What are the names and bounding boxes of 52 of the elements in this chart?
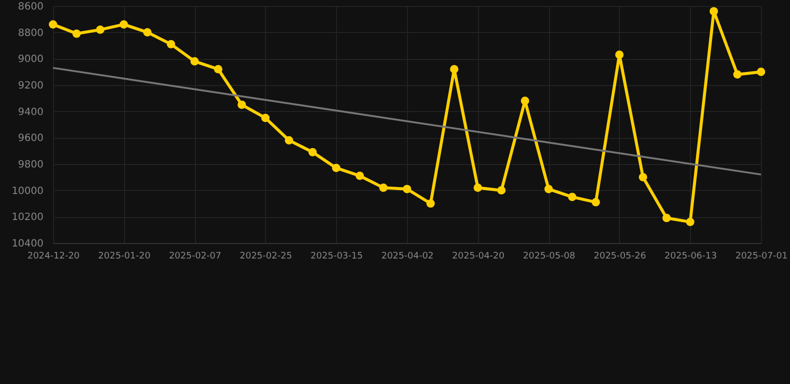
- point: [190, 57, 199, 66]
- point: [592, 198, 600, 206]
- point: [474, 184, 482, 192]
- y-tick-label: 9600: [18, 133, 44, 144]
- point: [686, 218, 694, 226]
- x-tick-label: 2025-06-13: [664, 252, 717, 262]
- point: [497, 186, 506, 195]
- point: [450, 65, 458, 74]
- x-tick-label: 2025-02-25: [240, 252, 292, 262]
- point: [520, 96, 530, 105]
- point: [733, 70, 742, 79]
- point: [710, 7, 718, 16]
- x-tick-label: 2025-03-15: [310, 252, 363, 262]
- point: [356, 172, 364, 180]
- x-tick-label: 2024-12-20: [27, 252, 80, 262]
- point: [756, 68, 766, 76]
- point: [284, 136, 294, 144]
- y-tick-label: 10000: [12, 186, 44, 197]
- point: [332, 164, 340, 172]
- point: [308, 148, 317, 156]
- point: [638, 172, 648, 182]
- x-tick-label: 2025-01-20: [98, 252, 151, 262]
- point: [48, 20, 58, 29]
- point: [261, 114, 270, 122]
- y-tick-label: 9000: [18, 54, 44, 66]
- point: [143, 28, 152, 37]
- y-tick-label: 9400: [18, 106, 44, 118]
- x-tick-label: 2025-05-08: [522, 252, 576, 262]
- y-tick-label: 8600: [18, 2, 44, 12]
- x-tick-label: 2025-04-20: [452, 252, 505, 262]
- point: [615, 50, 624, 59]
- point: [96, 26, 104, 34]
- point: [662, 214, 671, 222]
- point: [120, 20, 128, 29]
- point: [402, 184, 412, 194]
- y-tick-label: 9200: [18, 80, 44, 92]
- y-tick-label: 8800: [18, 28, 44, 39]
- point: [426, 199, 435, 208]
- x-tick-label: 2025-02-07: [168, 252, 222, 262]
- x-tick-label: 2025-07-01: [735, 252, 788, 262]
- y-tick-label: 10400: [12, 238, 44, 250]
- point: [72, 29, 81, 38]
- y-tick-label: 10200: [12, 212, 44, 224]
- point: [544, 184, 553, 194]
- point: [568, 192, 576, 202]
- y-tick-label: 9800: [18, 160, 44, 170]
- x-tick-label: 2025-05-26: [594, 252, 646, 262]
- x-tick-label: 2025-04-02: [381, 252, 434, 262]
- point: [214, 65, 222, 74]
- point: [379, 184, 388, 192]
- point: [238, 100, 246, 109]
- point: [166, 40, 176, 48]
